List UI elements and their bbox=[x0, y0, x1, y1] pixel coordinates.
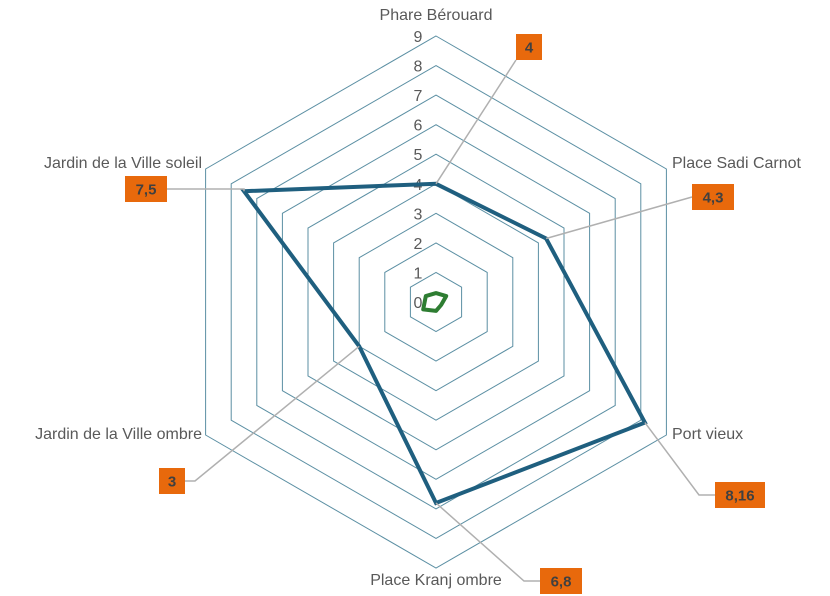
tick-label-2: 2 bbox=[414, 236, 423, 253]
grid-ring-4 bbox=[333, 183, 539, 421]
category-label-4: Jardin de la Ville ombre bbox=[35, 426, 202, 443]
data-label-box-4 bbox=[159, 468, 185, 494]
tick-label-7: 7 bbox=[414, 88, 423, 105]
leader-line-3 bbox=[435, 502, 540, 582]
grid-ring-9 bbox=[205, 35, 667, 569]
data-label-box-2 bbox=[715, 482, 765, 508]
data-labels: 4 4,3 8,16 6,8 3 7,5 bbox=[125, 34, 765, 594]
category-label-1: Place Sadi Carnot bbox=[672, 155, 802, 172]
data-label-0: 4 bbox=[525, 40, 534, 57]
tick-label-9: 9 bbox=[414, 29, 423, 46]
series-main-line bbox=[240, 181, 648, 506]
grid-ring-2 bbox=[384, 242, 488, 362]
tick-label-0: 0 bbox=[414, 295, 423, 312]
tick-label-1: 1 bbox=[414, 265, 423, 282]
leader-line-1 bbox=[545, 196, 693, 240]
grid-ring-7 bbox=[256, 94, 616, 510]
category-labels: Phare Bérouard Place Sadi Carnot Port vieu… bbox=[35, 7, 801, 589]
data-label-5: 7,5 bbox=[136, 182, 157, 199]
grid-ring-8 bbox=[230, 65, 642, 539]
series-small-line bbox=[421, 291, 449, 313]
grid-ring-6 bbox=[281, 124, 591, 480]
category-label-5: Jardin de la Ville soleil bbox=[44, 155, 202, 172]
grid-ring-1 bbox=[409, 271, 463, 333]
category-label-2: Port vieux bbox=[672, 426, 743, 443]
tick-label-3: 3 bbox=[414, 206, 423, 223]
leader-line-0 bbox=[435, 59, 517, 185]
leader-line-5 bbox=[167, 188, 245, 192]
data-label-box-3 bbox=[540, 568, 582, 594]
leader-line-2 bbox=[644, 422, 715, 496]
data-label-2: 8,16 bbox=[725, 488, 754, 505]
data-label-4: 3 bbox=[168, 474, 176, 491]
tick-label-8: 8 bbox=[414, 59, 423, 76]
grid-ring-3 bbox=[358, 212, 514, 392]
category-label-0: Phare Bérouard bbox=[380, 7, 493, 24]
tick-label-6: 6 bbox=[414, 118, 423, 135]
data-label-box-5 bbox=[125, 176, 167, 202]
data-label-box-0 bbox=[516, 34, 542, 60]
tick-label-5: 5 bbox=[414, 147, 423, 164]
grid-ring-5 bbox=[307, 153, 565, 451]
category-label-3: Place Kranj ombre bbox=[370, 572, 502, 589]
data-label-box-1 bbox=[692, 184, 734, 210]
series-layer bbox=[240, 181, 648, 506]
data-label-3: 6,8 bbox=[551, 574, 572, 591]
data-label-1: 4,3 bbox=[703, 190, 724, 207]
leader-line-4 bbox=[185, 345, 360, 482]
radar-grid bbox=[205, 35, 667, 569]
